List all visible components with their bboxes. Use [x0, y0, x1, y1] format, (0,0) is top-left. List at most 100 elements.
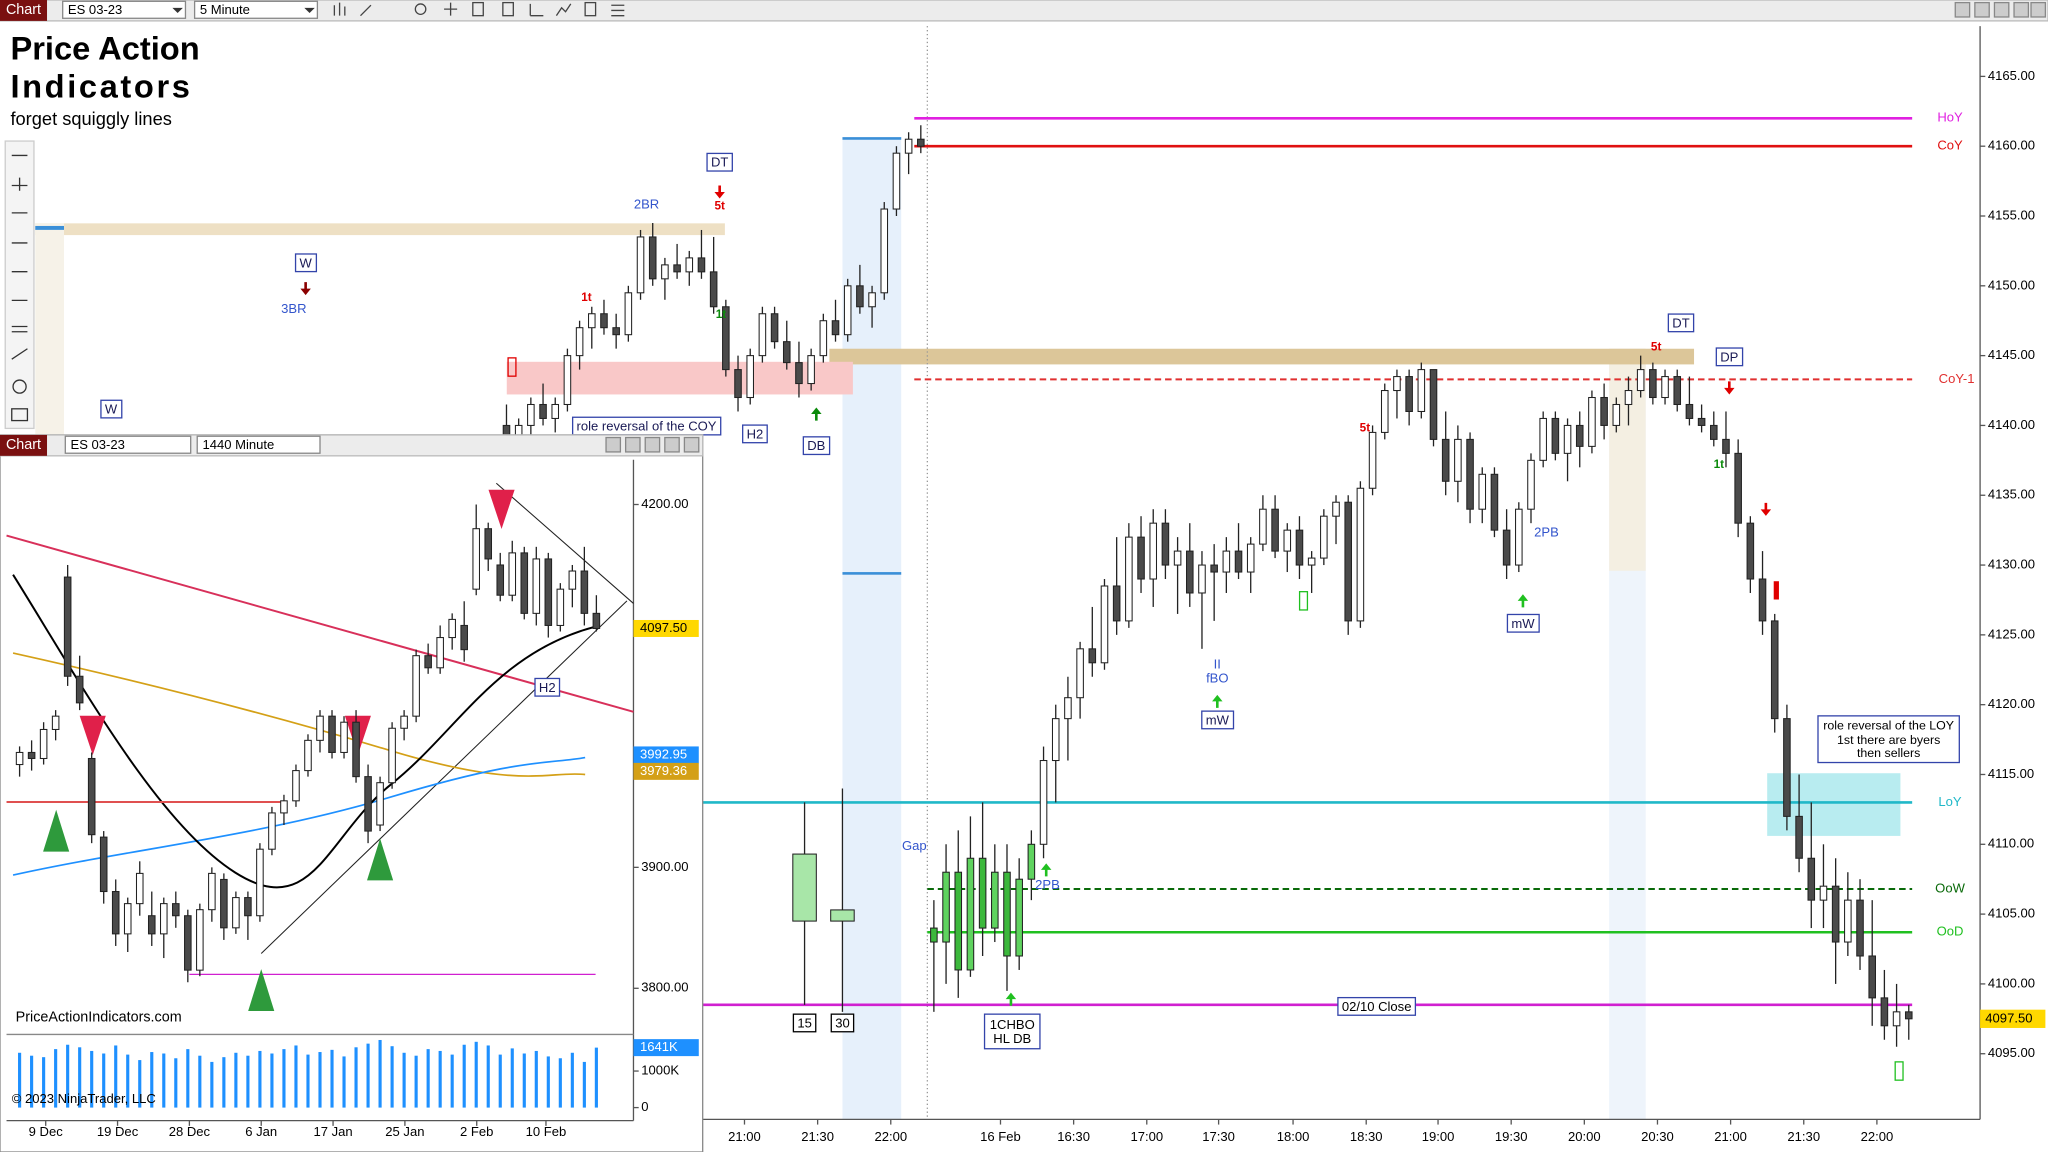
x-tick-label: 21:30	[801, 1129, 834, 1144]
x-tick-label: 21:00	[1714, 1129, 1747, 1144]
candle-body	[484, 528, 493, 560]
window-control[interactable]	[683, 436, 700, 453]
candle-body	[592, 612, 601, 629]
tab-bg[interactable]	[0, 434, 48, 456]
candle-body	[673, 264, 681, 273]
candle-body	[697, 257, 706, 273]
candle-body	[1685, 403, 1694, 419]
tab-bg[interactable]	[0, 0, 48, 21]
candle-body	[160, 903, 168, 935]
annotation: W	[299, 255, 312, 270]
signal-triangle	[79, 715, 106, 755]
watermark: PriceActionIndicators.com	[16, 1009, 182, 1025]
candle-body	[1088, 648, 1097, 664]
candle-body	[1710, 424, 1718, 440]
x-tick-label: 17 Jan	[313, 1124, 352, 1139]
interval[interactable]: 1440 Minute	[202, 437, 274, 452]
volume-bar	[42, 1057, 46, 1108]
candle-body	[328, 715, 336, 753]
candle-body	[830, 909, 855, 922]
annotation: 1t	[581, 291, 592, 304]
window-control[interactable]	[644, 436, 661, 453]
candle-body	[563, 355, 572, 406]
interval-select[interactable]	[196, 435, 321, 454]
candle-body	[792, 853, 817, 922]
dropdown-arrow	[304, 7, 315, 14]
volume-bar	[462, 1044, 466, 1108]
candle-body	[1466, 438, 1474, 510]
y-tick-label: 4100.00	[1988, 975, 2035, 990]
window-control[interactable]	[605, 436, 622, 453]
toolbar-icons[interactable]	[333, 1, 625, 17]
candle-body	[991, 871, 999, 929]
annotation: DP	[1720, 349, 1738, 364]
instrument-select[interactable]	[62, 0, 187, 19]
candle-body	[75, 675, 84, 704]
volume-bar	[402, 1052, 406, 1108]
x-tick-label: 21:30	[1787, 1129, 1820, 1144]
volume-bar	[54, 1049, 58, 1108]
candle-body	[588, 313, 596, 329]
volume-bar	[594, 1047, 598, 1108]
annotation: 1st there are byers	[1837, 733, 1940, 747]
volume-bar	[138, 1060, 142, 1108]
instrument[interactable]: ES 03-23	[71, 437, 125, 452]
instrument[interactable]: ES 03-23	[68, 2, 122, 17]
instrument-select[interactable]	[64, 435, 192, 454]
candle-body	[400, 715, 408, 729]
drawing-tools[interactable]	[4, 140, 35, 430]
inset-chart: Chart ES 03-23 1440 Minute 4200.00 3900.00 38…	[0, 434, 704, 1152]
window-control[interactable]	[624, 436, 641, 453]
annotation: role reversal of the COY	[577, 419, 717, 434]
candle-body	[352, 721, 360, 778]
candle-body	[1539, 417, 1547, 461]
tab-label[interactable]: Chart	[6, 437, 41, 453]
zone	[842, 137, 902, 1120]
signal-triangle	[488, 489, 515, 529]
volume-bar	[258, 1050, 262, 1108]
volume-tag	[633, 1039, 699, 1057]
label-box	[1337, 996, 1417, 1016]
y-tick-label: 4160.00	[1988, 138, 2035, 153]
candle-body	[1125, 536, 1133, 622]
candle-body	[1575, 424, 1584, 447]
level-label: LoY	[1938, 794, 1962, 809]
window-control[interactable]	[664, 436, 680, 453]
candle-body	[1636, 369, 1645, 392]
candle-body	[1844, 899, 1852, 943]
price-tag-label: 3992.95	[640, 746, 687, 761]
candle-body	[376, 782, 384, 826]
candle-body	[1429, 369, 1438, 440]
candle-body	[868, 292, 876, 308]
candle-body	[1380, 390, 1389, 433]
signal-marker	[1298, 591, 1309, 611]
candle-body	[1039, 760, 1048, 845]
tab-label[interactable]: Chart	[6, 2, 41, 18]
interval[interactable]: 5 Minute	[200, 2, 250, 17]
annotation: 2PB	[1035, 877, 1060, 892]
candle-body	[388, 727, 396, 784]
annotation: then sellers	[1857, 746, 1920, 760]
label-box	[1201, 710, 1235, 730]
signal-triangle	[367, 838, 394, 881]
x-tick-label: 2 Feb	[460, 1124, 493, 1139]
dropdown-arrow	[172, 7, 183, 14]
label-box	[534, 677, 561, 697]
candle-body	[27, 751, 36, 760]
candle-body	[880, 208, 889, 294]
candle-body	[1441, 438, 1450, 482]
y-tick-label: 4140.00	[1988, 417, 2035, 432]
candle-body	[539, 403, 547, 419]
annotation: 2BR	[634, 197, 659, 212]
y-tick-label: 4110.00	[1988, 836, 2034, 851]
candle-body	[1588, 396, 1596, 447]
candle-body	[1210, 564, 1218, 573]
window-controls[interactable]	[1954, 1, 2047, 18]
interval-select[interactable]	[193, 0, 319, 19]
volume-bar	[114, 1045, 118, 1108]
candle-body	[135, 872, 144, 905]
candle-body	[304, 739, 312, 772]
annotation: 5t	[1360, 422, 1371, 435]
